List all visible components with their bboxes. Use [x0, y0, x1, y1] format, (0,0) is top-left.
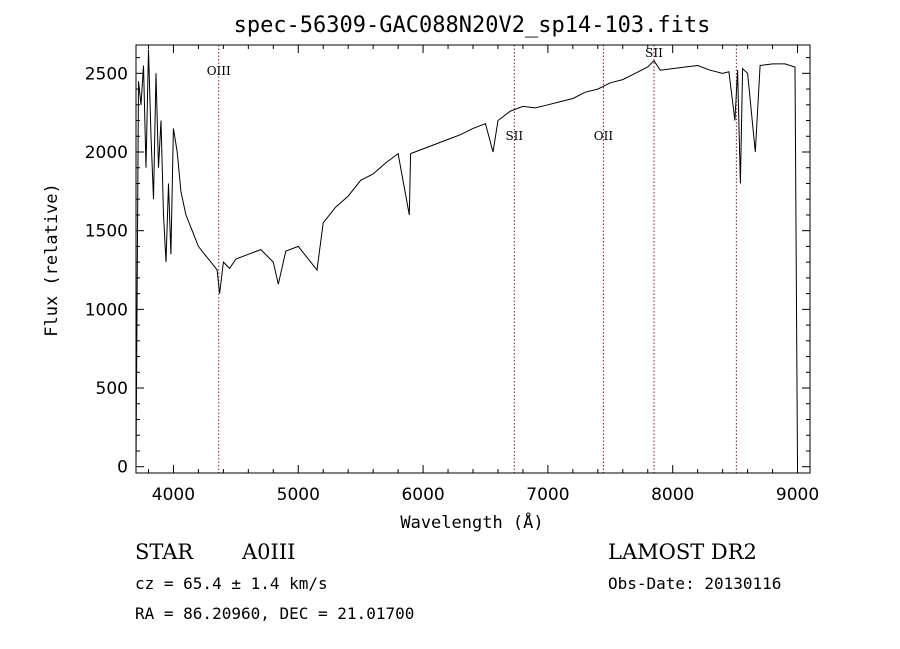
y-tick-label: 2000 [85, 143, 128, 163]
y-tick-label: 2500 [85, 64, 128, 84]
x-axis-label: Wavelength (Å) [400, 511, 543, 533]
x-tick-label: 4000 [152, 485, 195, 505]
spectrum-layer [135, 49, 798, 467]
chart-title: spec-56309-GAC088N20V2_sp14-103.fits [234, 13, 711, 38]
x-tick-label: 6000 [401, 485, 444, 505]
y-tick-label: 500 [96, 379, 128, 399]
y-tick-label: 0 [117, 458, 128, 478]
line-marker-label: SII [645, 46, 663, 60]
y-tick-label: 1500 [85, 222, 128, 242]
sky-coordinates: RA = 86.20960, DEC = 21.01700 [135, 604, 414, 623]
x-tick-label: 5000 [277, 485, 320, 505]
observation-date: Obs-Date: 20130116 [608, 574, 781, 593]
survey-name: LAMOST DR2 [608, 540, 757, 564]
axis-ticks: 4000 5000 6000 7000 8000 9000 0 500 1000 1500 2000… [85, 45, 819, 505]
x-tick-label: 9000 [776, 485, 819, 505]
line-marker-label: OIII [207, 64, 231, 78]
line-marker-label: SII [505, 129, 523, 143]
spectrum-line [135, 49, 798, 467]
object-class: STAR [135, 540, 194, 564]
line-marker-layer: OIII SII OII SII [207, 45, 737, 473]
redshift-cz: cz = 65.4 ± 1.4 km/s [135, 574, 328, 593]
line-marker-label: OII [594, 129, 614, 143]
y-tick-label: 1000 [85, 300, 128, 320]
x-tick-label: 7000 [526, 485, 569, 505]
object-subclass: A0III [241, 540, 295, 564]
x-tick-label: 8000 [651, 485, 694, 505]
y-axis-label: Flux (relative) [42, 183, 62, 337]
